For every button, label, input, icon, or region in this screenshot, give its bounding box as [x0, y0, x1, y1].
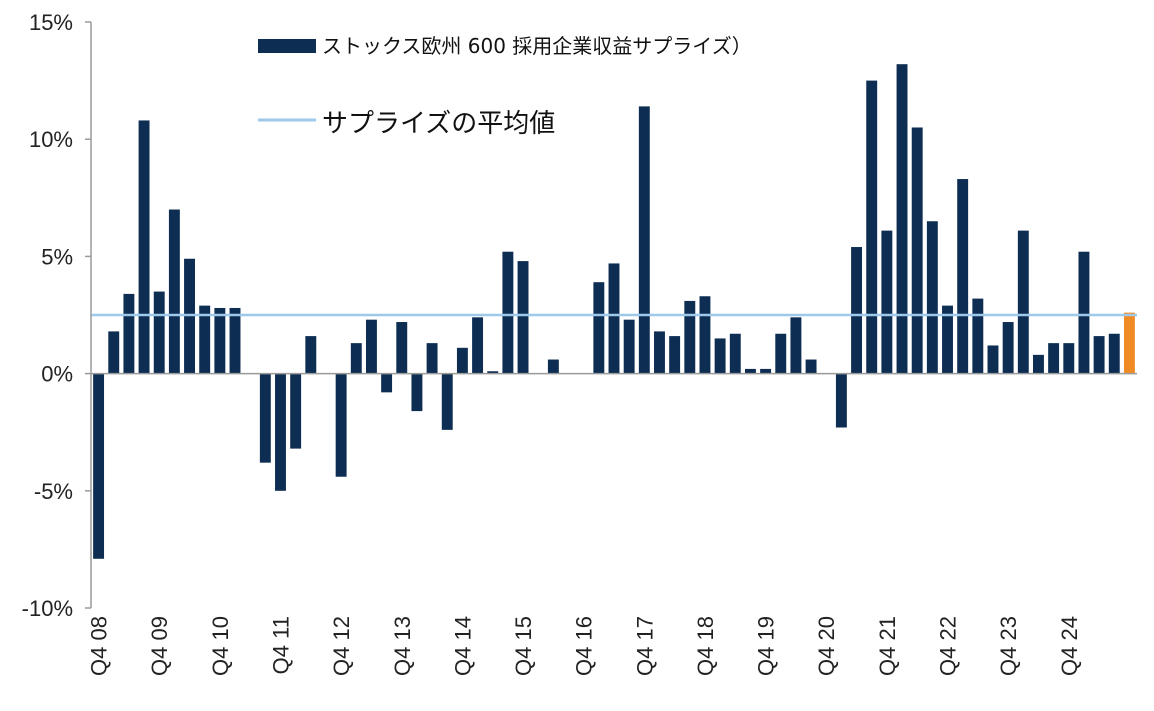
x-tick-label: Q4 11 — [268, 616, 293, 674]
bar — [729, 333, 741, 374]
bar — [760, 368, 772, 374]
bar — [259, 373, 271, 463]
bar — [1063, 343, 1075, 374]
bar — [775, 333, 787, 374]
bar — [275, 373, 286, 491]
bar — [790, 317, 802, 374]
bar — [381, 373, 393, 393]
x-tick-label: Q4 22 — [936, 616, 961, 676]
bar — [1048, 343, 1060, 374]
x-tick-label: Q4 10 — [208, 616, 233, 676]
x-tick-label: Q4 13 — [390, 616, 415, 676]
y-tick-label: -5% — [34, 479, 73, 504]
bar — [926, 221, 938, 374]
bar — [1033, 354, 1044, 374]
bar — [669, 336, 681, 374]
bar — [305, 336, 317, 374]
bar — [456, 347, 468, 374]
x-tick-label: Q4 19 — [754, 616, 779, 676]
bar — [957, 179, 969, 374]
bar — [881, 230, 893, 374]
bar — [365, 319, 377, 374]
x-tick-label: Q4 17 — [632, 616, 657, 676]
bar — [1093, 336, 1105, 374]
x-tick-label: Q4 24 — [1057, 616, 1082, 676]
x-tick-label: Q4 09 — [147, 616, 172, 676]
legend-line-label: サプライズの平均値 — [322, 109, 555, 139]
bar — [714, 338, 726, 374]
bar — [350, 343, 362, 374]
bar — [851, 247, 863, 374]
bar — [942, 305, 953, 374]
bar-latest — [1123, 312, 1135, 374]
x-tick-label: Q4 18 — [693, 616, 718, 676]
x-tick-label: Q4 12 — [329, 616, 354, 676]
bar — [517, 261, 529, 374]
bar — [866, 80, 878, 374]
x-tick-label: Q4 15 — [511, 616, 536, 676]
bar — [472, 317, 484, 374]
bar — [1108, 333, 1120, 374]
bar — [502, 251, 514, 374]
legend-bar-swatch — [258, 39, 316, 53]
bar — [835, 373, 847, 428]
bar — [487, 371, 499, 374]
bar — [684, 300, 696, 374]
bar — [911, 127, 923, 374]
bar — [335, 373, 347, 477]
bar — [411, 373, 423, 412]
bar — [744, 368, 756, 374]
bar — [153, 291, 165, 374]
bar — [805, 359, 817, 374]
x-tick-label: Q4 14 — [450, 616, 475, 676]
bar — [396, 322, 408, 374]
y-tick-label: 5% — [41, 244, 73, 269]
x-axis-ticks: Q4 08 Q4 09 Q4 10 Q4 11 Q4 12 Q4 13 Q4 14 Q4 15… — [87, 616, 1082, 676]
x-tick-label: Q4 21 — [875, 616, 900, 676]
bar — [426, 343, 438, 374]
bar — [229, 307, 241, 374]
bar — [623, 319, 635, 374]
y-tick-label: 15% — [29, 10, 73, 35]
y-tick-label: -10% — [22, 596, 73, 621]
y-tick-label: 0% — [41, 362, 73, 387]
bar — [168, 209, 180, 374]
bar — [138, 120, 150, 374]
x-tick-label: Q4 16 — [572, 616, 597, 676]
y-axis-ticks: 15% 10% 5% 0% -5% -10% — [22, 10, 91, 621]
legend: ストックス欧州 600 採用企業収益サプライズ） サプライズの平均値 — [258, 34, 752, 139]
bar — [547, 359, 559, 374]
bar — [699, 296, 711, 374]
bar — [108, 331, 120, 374]
bar — [1017, 230, 1029, 374]
bar — [441, 373, 453, 430]
bar — [972, 298, 984, 374]
bar-group — [93, 64, 1135, 559]
bar — [1002, 322, 1014, 374]
x-tick-label: Q4 20 — [814, 616, 839, 676]
bar — [987, 345, 999, 374]
bar — [199, 305, 211, 374]
legend-bar-label: ストックス欧州 600 採用企業収益サプライズ） — [322, 34, 752, 58]
bar — [654, 331, 665, 374]
bar — [214, 307, 226, 374]
bar — [290, 373, 302, 449]
bar — [896, 64, 908, 374]
x-tick-label: Q4 23 — [996, 616, 1021, 676]
x-tick-label: Q4 08 — [87, 616, 112, 676]
bar — [593, 282, 605, 374]
y-tick-label: 10% — [29, 127, 73, 152]
bar — [1078, 251, 1090, 374]
bar — [638, 106, 650, 374]
bar — [93, 373, 105, 559]
bar — [123, 293, 135, 374]
bar — [608, 263, 620, 374]
